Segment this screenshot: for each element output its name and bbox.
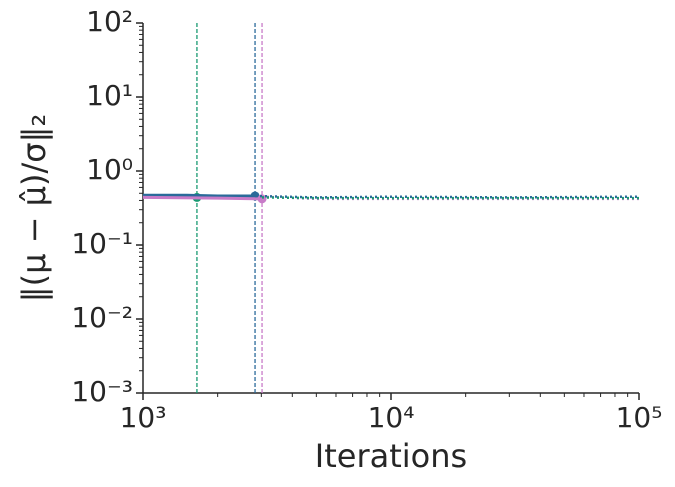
end-marker <box>257 194 267 204</box>
series-line <box>261 196 639 200</box>
series-line <box>254 194 640 199</box>
x-tick-label: 10⁴ <box>368 401 415 434</box>
y-tick-label: 10¹ <box>86 79 133 112</box>
x-tick-label: 10³ <box>120 401 167 434</box>
y-axis-label: ‖(μ − μ̂)/σ‖₂ <box>15 114 53 303</box>
y-tick-label: 10² <box>86 5 133 38</box>
series-line <box>143 193 255 198</box>
y-tick-label: 10⁰ <box>86 153 133 186</box>
y-tick-label: 10⁻³ <box>71 375 133 408</box>
x-axis-label: Iterations <box>315 437 467 475</box>
x-tick-label: 10⁵ <box>616 401 663 434</box>
y-tick-label: 10⁻¹ <box>71 227 133 260</box>
series-line <box>142 195 263 201</box>
y-tick-label: 10⁻² <box>71 301 133 334</box>
